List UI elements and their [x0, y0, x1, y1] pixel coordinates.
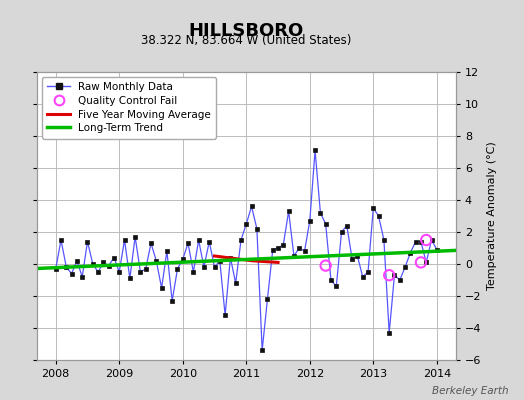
Five Year Moving Average: [224, 255, 231, 260]
Legend: Raw Monthly Data, Quality Control Fail, Five Year Moving Average, Long-Term Tren: Raw Monthly Data, Quality Control Fail, …: [42, 77, 216, 138]
Raw Monthly Data: [407, 250, 413, 255]
Raw Monthly Data: [391, 273, 398, 278]
Y-axis label: Temperature Anomaly (°C): Temperature Anomaly (°C): [487, 142, 497, 290]
Five Year Moving Average: [249, 258, 256, 263]
Text: HILLSBORO: HILLSBORO: [189, 22, 304, 40]
Raw Monthly Data: [381, 238, 387, 242]
Quality Control Fail: [422, 237, 430, 243]
Five Year Moving Average: [243, 258, 249, 262]
Line: Raw Monthly Data: Raw Monthly Data: [53, 148, 439, 352]
Line: Five Year Moving Average: Five Year Moving Average: [214, 256, 278, 262]
Quality Control Fail: [417, 259, 425, 266]
Quality Control Fail: [322, 262, 330, 269]
Raw Monthly Data: [259, 348, 265, 353]
Quality Control Fail: [385, 272, 394, 278]
Text: 38.322 N, 83.664 W (United States): 38.322 N, 83.664 W (United States): [141, 34, 352, 47]
Raw Monthly Data: [180, 257, 186, 262]
Five Year Moving Average: [211, 254, 217, 258]
Raw Monthly Data: [52, 266, 59, 271]
Raw Monthly Data: [243, 222, 249, 226]
Five Year Moving Average: [237, 257, 243, 262]
Five Year Moving Average: [275, 260, 281, 265]
Raw Monthly Data: [434, 247, 440, 252]
Raw Monthly Data: [312, 148, 318, 153]
Raw Monthly Data: [137, 270, 144, 274]
Text: Berkeley Earth: Berkeley Earth: [432, 386, 508, 396]
Five Year Moving Average: [262, 259, 268, 264]
